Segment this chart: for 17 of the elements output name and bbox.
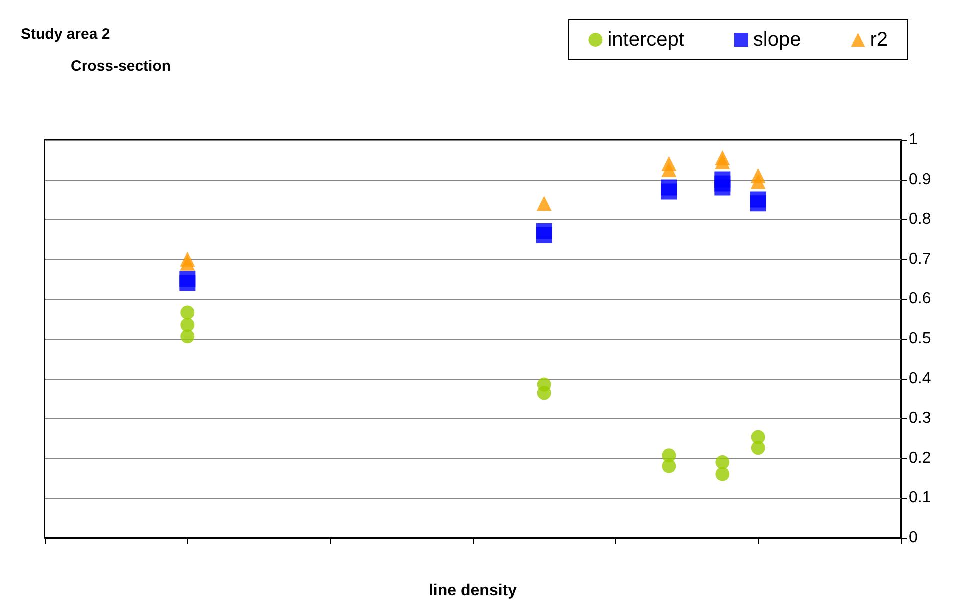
y-tick-label: 1 — [909, 132, 918, 148]
y-tick-label: 0.8 — [909, 211, 932, 228]
x-axis-title: line density — [428, 582, 518, 600]
y-tick-label: 0 — [909, 530, 918, 546]
y-tick-label: 0.6 — [909, 290, 932, 308]
y-tick-label: 0.5 — [909, 330, 932, 348]
y-tick-label: 0.2 — [909, 450, 932, 467]
legend-label: slope — [753, 29, 802, 51]
legend-label: intercept — [608, 29, 685, 51]
chart-title: Study area 2 — [21, 26, 110, 43]
chart-subtitle: Cross-section — [71, 58, 172, 75]
y-tick-label: 0.9 — [909, 171, 932, 188]
y-tick-label: 0.1 — [909, 490, 932, 507]
legend-label: r2 — [870, 29, 888, 51]
y-tick-label: 0.3 — [909, 410, 932, 428]
y-tick-label: 0.7 — [909, 250, 932, 268]
y-tick-label: 0.4 — [909, 370, 932, 388]
